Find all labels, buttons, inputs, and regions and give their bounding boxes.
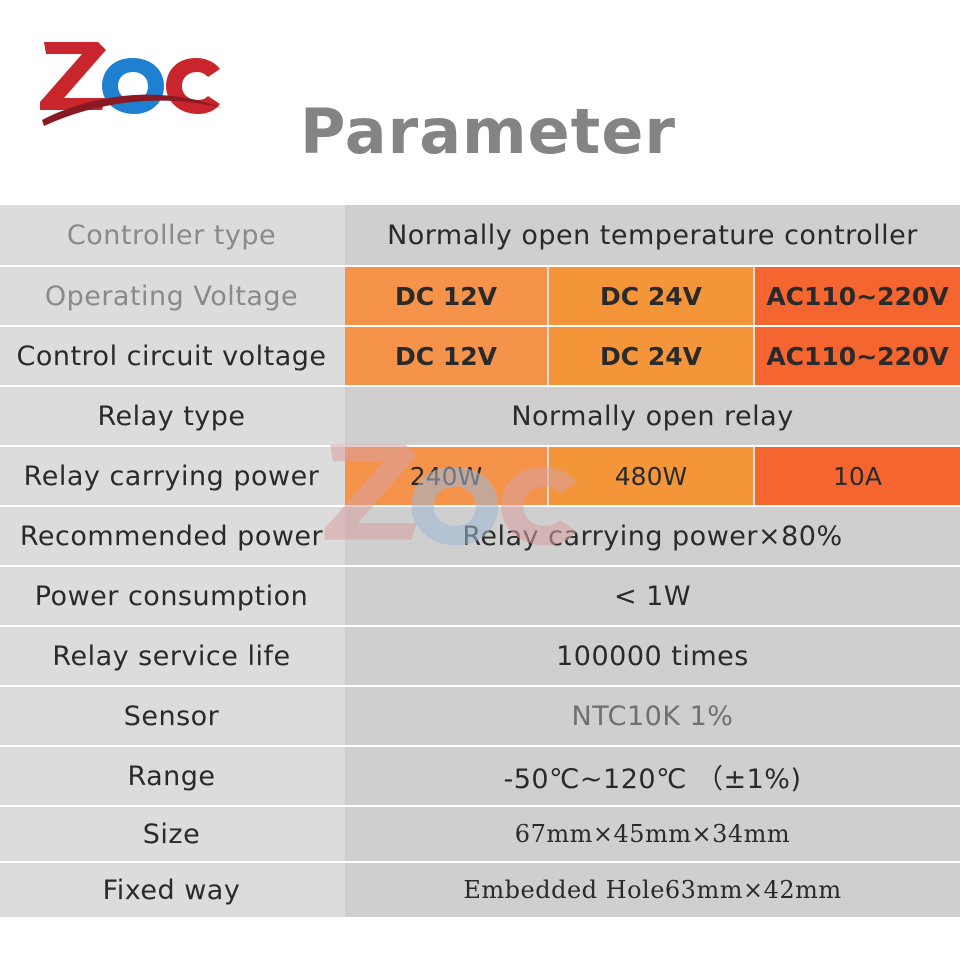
table-row: Relay type Normally open relay [0,385,960,445]
table-row: Relay carrying power 240W 480W 10A [0,445,960,505]
row-label: Relay service life [0,627,343,685]
row-value: -50℃~120℃ （±1%) [345,747,960,805]
table-row: Power consumption < 1W [0,565,960,625]
row-value: Normally open relay [345,387,960,445]
table-row: Operating Voltage DC 12V DC 24V AC110~22… [0,265,960,325]
row-value: 67mm×45mm×34mm [345,807,960,861]
row-label: Range [0,747,343,805]
row-label: Relay type [0,387,343,445]
voltage-option: DC 24V [549,327,753,385]
voltage-option: AC110~220V [755,267,960,325]
voltage-option: AC110~220V [755,327,960,385]
parameter-table: Controller type Normally open temperatur… [0,205,960,917]
row-label: Relay carrying power [0,447,343,505]
table-row: Sensor NTC10K 1% [0,685,960,745]
table-row: Size 67mm×45mm×34mm [0,805,960,861]
table-row: Control circuit voltage DC 12V DC 24V AC… [0,325,960,385]
voltage-option: DC 12V [345,267,547,325]
table-row: Relay service life 100000 times [0,625,960,685]
row-label: Sensor [0,687,343,745]
row-value: Normally open temperature controller [345,205,960,265]
row-value: Relay carrying power×80% [345,507,960,565]
table-row: Range -50℃~120℃ （±1%) [0,745,960,805]
power-option: 480W [549,447,753,505]
zqc-watermark-logo [324,444,577,546]
row-value: 100000 times [345,627,960,685]
row-label: Size [0,807,343,861]
zqc-logo [40,42,222,126]
voltage-option: DC 12V [345,327,547,385]
row-value: < 1W [345,567,960,625]
voltage-option: DC 24V [549,267,753,325]
page-title: Parameter [300,95,676,168]
row-value: NTC10K 1% [345,687,960,745]
table-row: Fixed way Embedded Hole63mm×42mm [0,861,960,917]
table-row: Controller type Normally open temperatur… [0,205,960,265]
power-option: 10A [755,447,960,505]
row-label: Operating Voltage [0,267,343,325]
page-footer-space [0,917,960,960]
row-label: Fixed way [0,863,343,917]
row-label: Power consumption [0,567,343,625]
row-label: Recommended power [0,507,343,565]
row-value: Embedded Hole63mm×42mm [345,863,960,917]
row-label: Control circuit voltage [0,327,343,385]
row-label: Controller type [0,205,343,265]
